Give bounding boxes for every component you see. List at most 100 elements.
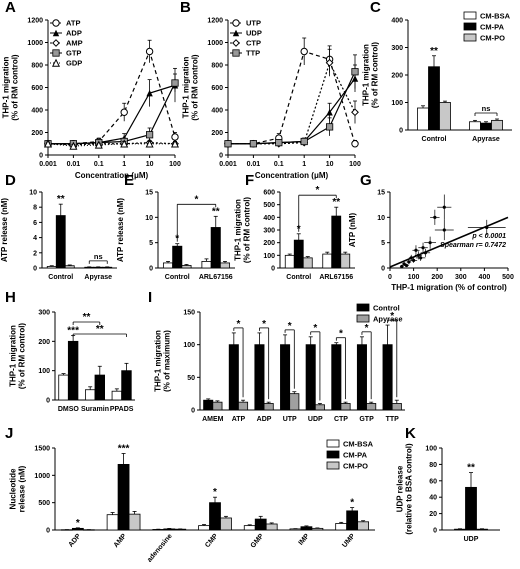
panel-f: 0 100 200 300 400 500 600 THP-1 migration (% of … [234,172,355,281]
data-point [419,256,423,260]
panel-k: 0 20 40 60 80 100 UDP release (relative to BSA … [396,425,500,543]
x-tick-label: Control [422,136,447,143]
y-tick-label: 200 [211,130,223,137]
bar [220,517,232,531]
data-point [351,140,359,148]
y-axis-title: ATP release (nM) [116,198,125,263]
panel-label: A [5,0,16,16]
x-axis-title: THP-1 migration (% of control) [391,283,507,292]
x-tick-label: CMP [204,533,220,550]
bar [121,370,132,401]
bar [284,254,295,269]
y-tick-label: 1500 [34,446,50,453]
y-tick-label: 400 [391,18,403,25]
y-tick-label: 600 [263,190,275,197]
legend-label: GTP [66,49,81,58]
bar [203,399,214,411]
data-point [145,139,154,148]
y-axis-title: THP-1 migration [9,325,18,387]
data-point [52,29,60,37]
data-point [414,248,418,252]
data-point [442,228,446,232]
data-point [400,264,404,269]
legend-label: AMP [66,39,83,48]
y-tick-label: 1200 [27,18,43,25]
data-point [232,29,240,37]
series-line [228,71,356,145]
significance-mark: *** [67,325,79,336]
y-tick-label: 10 [377,215,385,222]
x-tick-label: GMP [250,533,266,550]
bar [64,265,75,269]
panel-label: F [245,172,254,189]
y-tick-label: 200 [263,240,275,247]
data-point [52,19,60,27]
y-axis-title: (% of RM control) [191,54,200,121]
bar [106,514,119,531]
y-tick-label: 0 [271,266,275,273]
y-tick-label: 0 [191,408,195,415]
y-tick-label: 100 [263,253,275,260]
y-axis-title: (% of RM control) [371,42,380,109]
bar [238,401,249,411]
data-point [412,258,416,262]
y-tick-label: 2 [33,250,37,257]
panel-label: H [5,289,16,306]
panel-label: K [405,425,416,442]
x-tick-label: 1 [302,161,306,168]
y-tick-label: 1200 [207,18,223,25]
significance-mark: ** [212,206,220,217]
bar [305,344,316,411]
x-tick-label: Control [286,274,311,281]
x-tick-label: 0.001 [39,161,57,168]
bar [331,344,342,411]
panel-d: 0 2 4 6 8 10 ATP release (nM) Control Apyrase ** n… [0,172,117,281]
bar [366,403,377,411]
data-point [170,139,180,148]
x-tick-label: 100 [169,161,181,168]
significance-mark: ** [467,463,475,474]
x-tick-label: 0 [388,274,392,281]
bar [85,389,96,401]
significance-mark: ** [57,194,65,205]
y-tick-label: 0 [219,153,223,160]
significance-mark: * [339,329,343,340]
data-point [351,108,359,117]
x-tick-label: ATP [232,416,246,423]
y-tick-label: 500 [263,202,275,209]
bar [322,253,333,269]
legend-swatch [463,33,477,42]
y-axis-title: release (nM) [18,465,27,512]
y-tick-label: 4 [33,235,37,242]
data-point [275,139,283,147]
y-tick-label: 800 [31,63,43,70]
significance-mark: *** [118,443,130,454]
x-tick-label: 1 [122,161,126,168]
bar [58,374,69,401]
significance-mark: * [365,323,369,334]
bar [331,215,342,269]
legend-label: TTP [246,49,260,58]
panel-h: 0 100 200 300 THP-1 migration (% of RM contro… [5,289,135,413]
y-tick-label: 0 [149,266,153,273]
x-tick-label: ADP [257,416,272,423]
significance-mark: * [236,319,240,330]
legend-label: CM-BSA [343,440,374,449]
legend-label: UTP [246,19,261,28]
y-axis-title: THP-1 migration [2,56,11,118]
y-tick-label: 150 [183,310,195,317]
y-tick-label: 200 [38,339,50,346]
data-point [232,19,240,27]
legend-label: CTP [246,39,261,48]
y-tick-label: 500 [38,500,50,507]
bar [357,521,369,531]
data-point [325,58,334,67]
x-tick-label: GTP [359,416,374,423]
y-axis-title: THP-1 migration [234,199,243,261]
x-tick-label: AMEM [202,416,224,423]
data-point [51,58,61,67]
bar [289,393,300,411]
y-axis-title: THP-1 migration [182,56,191,118]
bar [212,401,223,411]
